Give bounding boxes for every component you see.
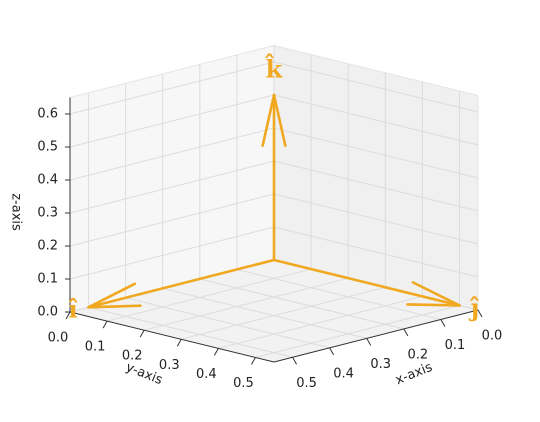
grid-line bbox=[273, 94, 479, 146]
grid-line bbox=[125, 297, 330, 349]
z-tick-label: 0.1 bbox=[37, 272, 58, 287]
y-tick-label: 0.0 bbox=[48, 331, 69, 346]
grid-line bbox=[88, 306, 293, 358]
z-tick-label: 0.5 bbox=[37, 140, 58, 155]
tick-mark bbox=[403, 328, 409, 337]
y-tick-label: 0.4 bbox=[196, 367, 217, 382]
grid-line bbox=[181, 286, 386, 340]
tick-mark bbox=[477, 309, 483, 318]
grid-line bbox=[273, 61, 479, 113]
y-axis-line bbox=[69, 311, 275, 363]
y-tick-label: 0.1 bbox=[85, 340, 106, 355]
grid-line bbox=[273, 160, 479, 212]
z-tick-label: 0.0 bbox=[37, 305, 58, 320]
z-tick-label: 0.3 bbox=[37, 206, 58, 221]
vector bbox=[272, 258, 461, 307]
grid-line bbox=[218, 295, 423, 349]
x-tick-label: 0.3 bbox=[370, 357, 391, 372]
tick-mark bbox=[176, 339, 182, 347]
tick-mark bbox=[65, 311, 71, 320]
y-tick-label: 0.2 bbox=[122, 349, 143, 364]
x-tick-label: 0.0 bbox=[482, 329, 503, 344]
grid-line bbox=[69, 94, 275, 148]
tick-mark bbox=[366, 338, 372, 346]
grid-line bbox=[106, 268, 312, 322]
tick-mark bbox=[102, 320, 108, 329]
grid-line bbox=[236, 268, 442, 320]
vector-label: k̂ bbox=[264, 53, 283, 83]
x-tick-label: 0.2 bbox=[407, 347, 428, 362]
tick-mark bbox=[329, 347, 335, 356]
x-tick-label: 0.5 bbox=[296, 376, 317, 391]
vector-label: ĵ bbox=[469, 293, 480, 322]
grid-line bbox=[69, 61, 275, 115]
tick-mark bbox=[292, 357, 297, 365]
tick-mark bbox=[440, 319, 446, 327]
tick-mark bbox=[213, 348, 219, 356]
y-tick-label: 0.5 bbox=[233, 376, 254, 391]
y-tick-label: 0.3 bbox=[159, 358, 180, 373]
grid-line bbox=[69, 193, 275, 247]
z-axis-label: z-axis bbox=[9, 193, 24, 231]
vector bbox=[87, 258, 276, 309]
z-tick-label: 0.6 bbox=[37, 107, 58, 122]
grid-line bbox=[69, 160, 275, 214]
grid-line bbox=[69, 226, 275, 280]
grid-line bbox=[255, 304, 460, 358]
z-tick-label: 0.4 bbox=[37, 173, 58, 188]
grid-line bbox=[273, 127, 479, 179]
vector-label: î bbox=[68, 295, 77, 324]
x-axis-line bbox=[273, 309, 479, 363]
grid-line bbox=[144, 277, 349, 331]
x-tick-label: 0.1 bbox=[445, 338, 466, 353]
x-axis-label: x-axis bbox=[393, 360, 434, 388]
tick-mark bbox=[139, 329, 145, 338]
z-tick-label: 0.2 bbox=[37, 239, 58, 254]
vector bbox=[261, 93, 287, 262]
grid-line bbox=[162, 287, 367, 339]
grid-line bbox=[69, 127, 275, 181]
tick-mark bbox=[251, 357, 256, 365]
grid-line bbox=[273, 226, 479, 278]
grid-line bbox=[199, 278, 404, 330]
grid-line bbox=[273, 193, 479, 245]
x-tick-label: 0.4 bbox=[333, 366, 354, 381]
